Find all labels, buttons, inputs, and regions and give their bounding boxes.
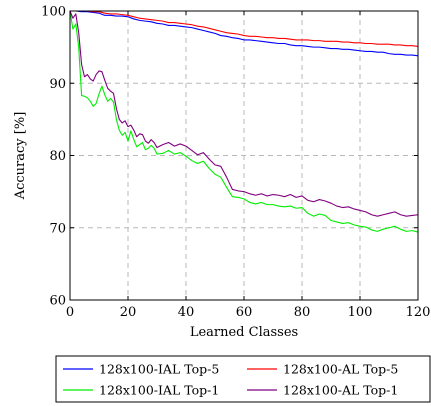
legend-label-al-top5: 128x100-AL Top-5: [283, 362, 398, 377]
series-lines: [69, 10, 419, 233]
tick-labels: 0 20 40 60 80 100 120 60 70 80 90 100: [41, 5, 430, 321]
y-tick-label: 60: [49, 294, 66, 309]
x-tick-label: 120: [406, 305, 431, 320]
axis-ticks: [69, 10, 419, 301]
y-tick-label: 90: [49, 77, 66, 92]
y-tick-label: 100: [41, 5, 66, 20]
series-line-128x100-ial-top-1: [69, 10, 419, 233]
x-axis-label: Learned Classes: [190, 325, 298, 340]
x-tick-label: 0: [66, 305, 74, 320]
series-line-128x100-ial-top-5: [70, 10, 419, 57]
grid-lines: [70, 11, 418, 300]
x-tick-label: 80: [294, 305, 311, 320]
x-tick-label: 60: [236, 305, 253, 320]
legend: 128x100-IAL Top-5 128x100-AL Top-5 128x1…: [55, 355, 431, 403]
x-tick-label: 100: [348, 305, 373, 320]
legend-label-ial-top5: 128x100-IAL Top-5: [99, 362, 219, 377]
y-tick-label: 70: [49, 221, 66, 236]
legend-label-al-top1: 128x100-AL Top-1: [283, 383, 398, 398]
series-line-128x100-al-top-5: [70, 10, 419, 47]
series-line-128x100-al-top-1: [69, 10, 419, 217]
x-tick-label: 20: [120, 305, 137, 320]
legend-label-ial-top1: 128x100-IAL Top-1: [99, 383, 219, 398]
y-axis-label: Accuracy [%]: [13, 112, 28, 201]
x-tick-label: 40: [178, 305, 195, 320]
y-tick-label: 80: [49, 149, 66, 164]
legend-box: [55, 355, 431, 403]
